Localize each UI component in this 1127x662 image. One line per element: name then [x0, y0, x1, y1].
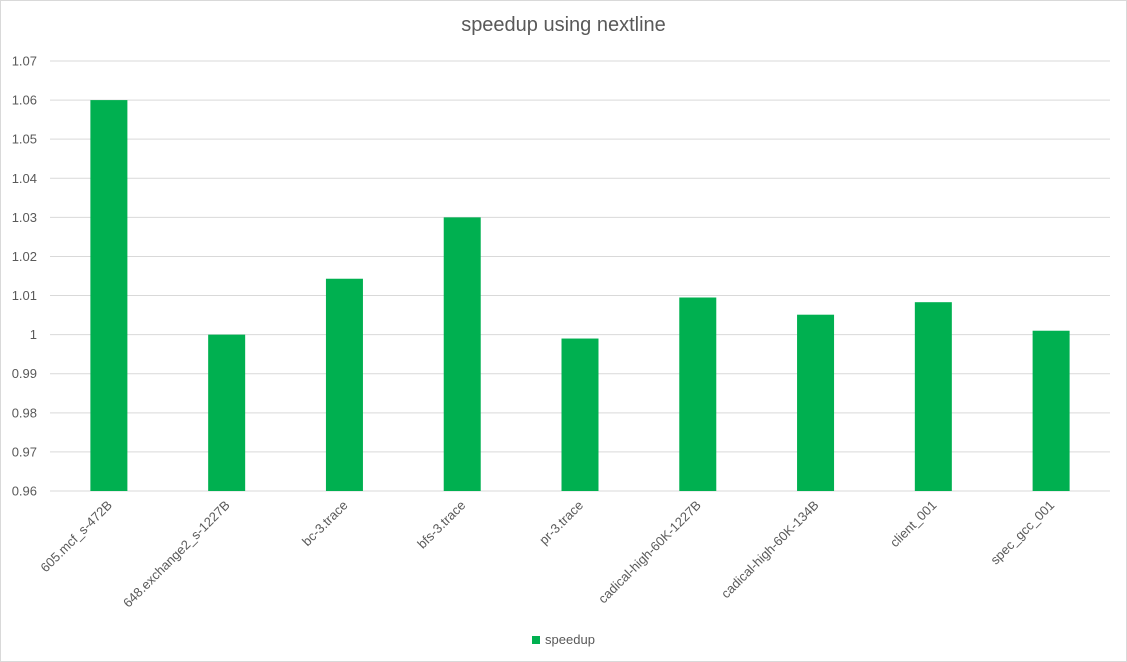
- x-tick-label: 605.mcf_s-472B: [37, 498, 115, 576]
- y-tick-label: 1.05: [12, 132, 37, 147]
- x-tick-label: bfs-3.trace: [414, 498, 468, 552]
- bar-cadical-high-60K-1227B: [679, 297, 717, 491]
- y-tick-label: 1: [30, 327, 37, 342]
- x-tick-label: spec_gcc_001: [987, 498, 1057, 568]
- x-tick-label: 648.exchange2_s-1227B: [120, 498, 233, 611]
- y-tick-label: 0.99: [12, 366, 37, 381]
- bar-bc-3.trace: [325, 278, 363, 491]
- bar-spec_gcc_001: [1032, 330, 1070, 491]
- legend-swatch: [532, 636, 541, 644]
- y-axis-ticks: 0.96 0.97 0.98 0.99 1 1.01 1.02 1.03 1.04 1.05 1.0…: [12, 54, 37, 499]
- y-tick-label: 0.96: [12, 484, 37, 499]
- legend-label: speedup: [545, 632, 595, 647]
- chart-title: speedup using nextline: [461, 14, 666, 36]
- bar-648.exchange2_s-1227B: [208, 334, 246, 491]
- bar-pr-3.trace: [561, 338, 599, 491]
- x-tick-label: cadical-high-60K-1227B: [595, 498, 704, 607]
- x-tick-label: client_001: [887, 498, 940, 551]
- bars: [90, 100, 1070, 491]
- y-tick-label: 1.02: [12, 249, 37, 264]
- bar-client_001: [914, 302, 952, 491]
- y-tick-label: 1.01: [12, 288, 37, 303]
- y-tick-label: 1.03: [12, 210, 37, 225]
- y-tick-label: 0.97: [12, 444, 37, 459]
- x-tick-label: cadical-high-60K-134B: [718, 498, 822, 602]
- x-tick-label: pr-3.trace: [536, 498, 586, 548]
- y-tick-label: 1.04: [12, 171, 37, 186]
- y-tick-label: 1.07: [12, 54, 37, 69]
- x-axis-ticks: 605.mcf_s-472B 648.exchange2_s-1227B bc-3.…: [37, 498, 1057, 611]
- y-tick-label: 0.98: [12, 405, 37, 420]
- bar-cadical-high-60K-134B: [797, 314, 835, 491]
- bar-605.mcf_s-472B: [90, 100, 128, 491]
- y-tick-label: 1.06: [12, 93, 37, 108]
- bar-bfs-3.trace: [443, 217, 481, 491]
- legend: speedup: [0, 632, 1127, 647]
- x-tick-label: bc-3.trace: [299, 498, 350, 549]
